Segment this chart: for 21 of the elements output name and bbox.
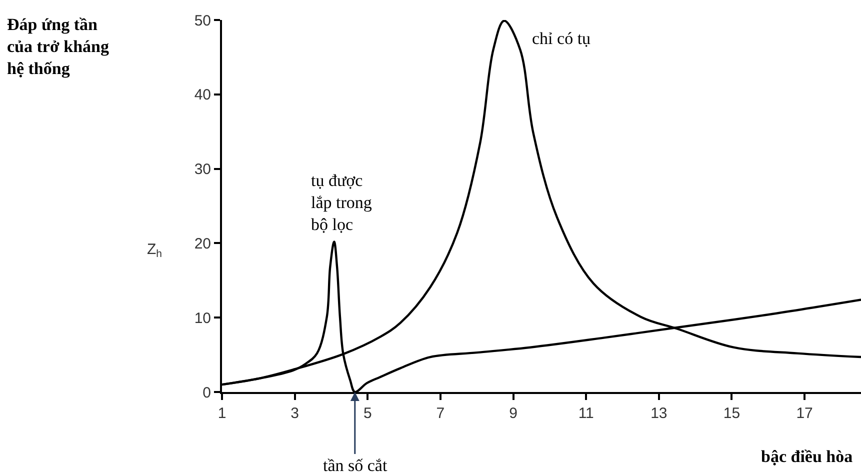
y-tick-label: 50 — [194, 12, 211, 30]
series-label: chỉ có tụ — [532, 29, 592, 48]
y-tick-label: 40 — [194, 86, 211, 104]
x-tick-label: 1 — [218, 405, 226, 422]
y-axis-title: Z$_{h}$ — [147, 241, 162, 260]
series-label: tụ được lắp trong bộ lọc — [311, 171, 372, 234]
y-tick-label: 10 — [194, 310, 211, 327]
y-tick-label: 30 — [194, 161, 211, 178]
annotation: tần số cắt — [323, 456, 388, 474]
x-tick-label: 3 — [290, 405, 299, 422]
x-tick-label: 15 — [723, 405, 740, 422]
x-tick-label: 5 — [363, 405, 372, 422]
x-tick-label: 7 — [436, 405, 445, 422]
y-tick-label: 20 — [194, 235, 211, 252]
x-tick-label: 13 — [650, 405, 668, 422]
x-tick-label: 17 — [796, 405, 813, 422]
x-axis-title: bậc điều hòa — [761, 447, 854, 466]
x-tick-label: 11 — [578, 405, 594, 422]
y-tick-label: 0 — [202, 384, 211, 402]
text: Đáp ứng tần của trở kháng hệ thống — [7, 15, 110, 78]
x-tick-label: 9 — [509, 405, 518, 422]
